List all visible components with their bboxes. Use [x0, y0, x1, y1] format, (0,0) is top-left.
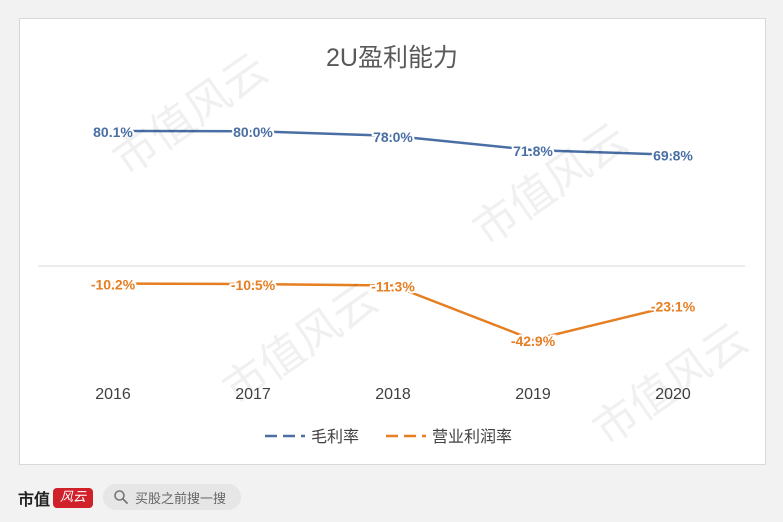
- legend-label: 毛利率: [311, 428, 359, 446]
- data-label: -11.3%: [371, 278, 415, 294]
- x-tick-label: 2020: [655, 386, 691, 403]
- chart-title: 2U盈利能力: [326, 44, 458, 72]
- data-label: -10.2%: [91, 277, 136, 293]
- data-label: -10.5%: [231, 277, 276, 293]
- data-label: -23.1%: [651, 299, 696, 315]
- brand-logo: 市值 风云: [18, 484, 94, 512]
- x-axis-ticks: 2016 2017 2018 2019 2020: [95, 386, 691, 403]
- search-button[interactable]: 买股之前搜一搜: [103, 484, 241, 510]
- data-label: 71.8%: [513, 143, 553, 159]
- data-label: 78.0%: [373, 129, 413, 145]
- series-line-1: [112, 129, 674, 156]
- data-label: 80.1%: [93, 124, 133, 140]
- data-label: 80.0%: [233, 124, 273, 140]
- search-icon: [114, 490, 128, 504]
- data-label: -42.9%: [511, 333, 556, 349]
- brand-mark: 风云: [53, 488, 94, 508]
- x-tick-label: 2016: [95, 386, 131, 403]
- x-tick-label: 2017: [235, 386, 271, 403]
- x-tick-label: 2018: [375, 386, 411, 403]
- legend-label: 营业利润率: [432, 428, 512, 446]
- data-label: 69.8%: [653, 148, 693, 164]
- series-layer: 80.1% 80.0% 78.0% 71.8% 69.8% -10.2% -10.5% -11…: [89, 122, 698, 351]
- chart-card: 2U盈利能力 80.1% 80.0% 78.0% 71.8% 69.8% -10.2% -1…: [19, 18, 766, 465]
- series-line-2: [112, 282, 674, 342]
- legend: 毛利率 营业利润率: [265, 428, 512, 446]
- line-chart: 2U盈利能力 80.1% 80.0% 78.0% 71.8% 69.8% -10.2% -1…: [38, 44, 745, 446]
- brand-text: 市值: [18, 490, 51, 509]
- x-tick-label: 2019: [515, 386, 551, 403]
- search-placeholder: 买股之前搜一搜: [135, 490, 227, 506]
